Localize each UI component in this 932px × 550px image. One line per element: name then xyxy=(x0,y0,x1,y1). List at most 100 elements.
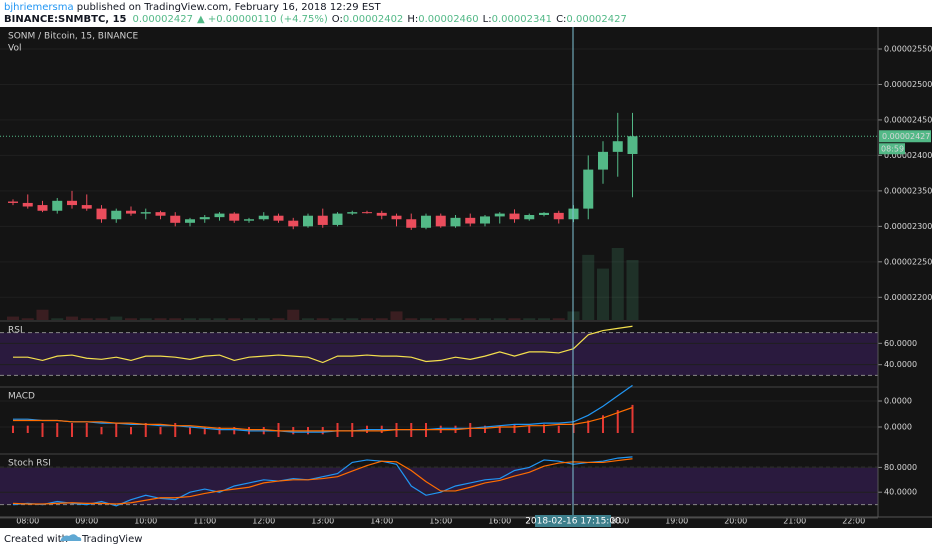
author[interactable]: bjhriemersma xyxy=(4,2,74,13)
volume-bar xyxy=(449,318,462,320)
volume-bar xyxy=(420,318,432,320)
volume-bar xyxy=(479,318,491,320)
histogram-bar xyxy=(85,423,88,437)
volume-bar xyxy=(21,318,34,320)
volume-bar xyxy=(154,318,167,320)
quote-line: BINANCE:SNMBTC, 15 0.00002427 ▲ +0.0000011… xyxy=(4,14,627,25)
indicator-line xyxy=(13,325,633,364)
x-tick-label: 12:00 xyxy=(252,517,275,526)
candle-body xyxy=(170,215,181,223)
volume-bar xyxy=(302,318,314,320)
histogram-bar xyxy=(203,427,206,435)
candle-body xyxy=(376,212,387,216)
candle-body xyxy=(435,215,446,227)
candle-body xyxy=(37,205,48,211)
histogram-bar xyxy=(115,423,118,437)
volume-bar xyxy=(228,318,241,320)
y-tick-label: 0.00002300 xyxy=(884,222,932,231)
candle-body xyxy=(288,220,299,227)
candle-body xyxy=(111,210,122,220)
volume-bar xyxy=(405,318,418,320)
candle-body xyxy=(214,213,225,218)
volume-bar xyxy=(110,316,123,320)
candle-body xyxy=(96,208,107,220)
volume-bar xyxy=(523,318,536,320)
footer-created: Created with xyxy=(4,534,68,545)
symbol: BINANCE:SNMBTC, 15 xyxy=(4,14,127,25)
histogram-bar xyxy=(498,425,501,433)
band xyxy=(0,467,878,505)
volume-bar xyxy=(375,318,388,320)
y-tick-label: 40.0000 xyxy=(884,488,917,497)
histogram-bar xyxy=(631,404,634,433)
change: ▲ +0.00000110 (+4.75%) xyxy=(197,14,328,25)
histogram-bar xyxy=(351,423,354,437)
candle-body xyxy=(583,169,594,209)
candle-body xyxy=(509,213,520,220)
indicator-line xyxy=(13,406,633,432)
candle-body xyxy=(612,141,623,152)
volume-bar xyxy=(316,318,329,320)
countdown-bg xyxy=(879,143,905,155)
candle-body xyxy=(494,213,505,217)
volume-bar xyxy=(95,318,108,320)
y-tick-label: 0.0000 xyxy=(884,423,912,432)
histogram-bar xyxy=(528,425,531,433)
histogram-bar xyxy=(587,420,590,433)
ohlc-label: C: xyxy=(556,14,566,25)
candle-body xyxy=(22,202,33,207)
volume-bar xyxy=(213,318,226,320)
x-tick-label: 19:00 xyxy=(665,517,688,526)
candle-body xyxy=(258,215,269,220)
histogram-bar xyxy=(144,423,147,437)
chart-layer: 0.00002550 0.00002500 0.00002450 0.00002400… xyxy=(0,27,932,526)
last-price-bg xyxy=(879,130,931,143)
volume-bar xyxy=(287,309,300,320)
y-tick-label: 0.00002450 xyxy=(884,115,932,124)
y-tick-label: 60.0000 xyxy=(884,339,917,348)
crosshair-label-bg xyxy=(535,515,611,527)
ohlc-value: 0.00002427 xyxy=(566,14,626,25)
y-tick-label: 0.00002500 xyxy=(884,80,932,89)
last: 0.00002427 xyxy=(133,14,193,25)
candle-body xyxy=(332,213,343,225)
candle-body xyxy=(229,213,240,221)
crosshair-label: 2018-02-16 17:15:00 xyxy=(525,517,621,527)
indicator-line xyxy=(12,458,633,505)
volume-bar xyxy=(198,318,211,320)
y-tick-label: 0.00002250 xyxy=(884,257,932,266)
histogram-bar xyxy=(543,424,545,433)
footer-brand[interactable]: TradingView xyxy=(81,534,142,545)
y-tick-label: 0.0000 xyxy=(884,397,912,406)
x-tick-label: 08:00 xyxy=(16,517,39,526)
header-bg xyxy=(0,0,932,27)
candle-body xyxy=(317,215,328,225)
histogram-bar xyxy=(557,425,560,433)
candle-body xyxy=(185,219,195,223)
candle-body xyxy=(8,201,18,203)
volume-bar xyxy=(139,318,152,320)
volume-bar xyxy=(66,316,78,320)
histogram-bar xyxy=(469,423,472,437)
volume-bar xyxy=(390,311,403,320)
x-tick-label: 10:00 xyxy=(134,517,157,526)
candle-body xyxy=(421,215,431,228)
histogram-bar xyxy=(174,423,177,437)
candle-body xyxy=(465,217,476,224)
chart-bg xyxy=(0,27,932,528)
volume-bar xyxy=(552,318,565,320)
y-tick-label: 80.0000 xyxy=(884,463,917,472)
x-tick-label: 21:00 xyxy=(783,517,806,526)
candle-body xyxy=(155,212,166,216)
ohlc-value: 0.00002460 xyxy=(418,14,478,25)
publish-line: bjhriemersma published on TradingView.co… xyxy=(4,2,381,13)
x-tick-label: 09:00 xyxy=(75,517,98,526)
x-tick-label: 13:00 xyxy=(311,517,334,526)
y-tick-label: 0.00002350 xyxy=(884,186,932,195)
histogram-bar xyxy=(71,423,73,437)
pane-title: Stoch RSI xyxy=(8,459,51,469)
histogram-bar xyxy=(159,427,162,435)
volume-bar xyxy=(434,318,447,320)
x-tick-label: 11:00 xyxy=(193,517,216,526)
candle-body xyxy=(627,136,638,154)
